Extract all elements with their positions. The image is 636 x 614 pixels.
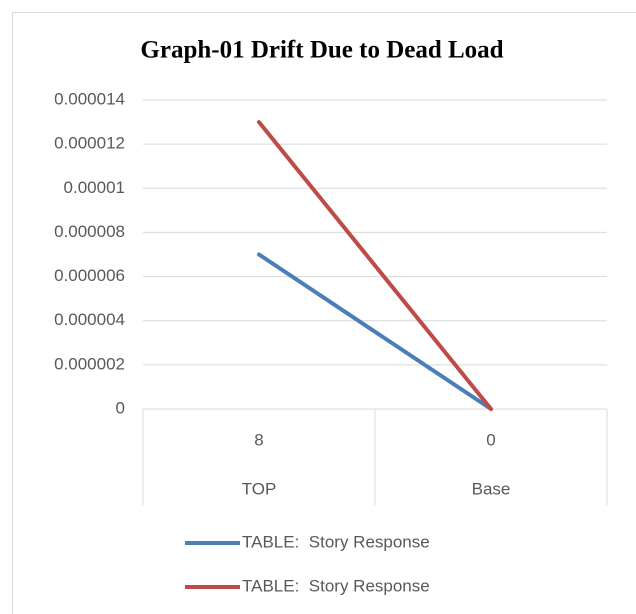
x-group-label: Base [472,479,511,498]
y-tick-label: 0.00001 [64,178,125,197]
y-tick-label: 0.000012 [54,134,125,153]
y-tick-label: 0.000014 [54,89,125,108]
series-line [257,252,493,411]
legend-label: TABLE: Story Response [242,576,430,595]
series-line [257,120,493,411]
chart-title: Graph-01 Drift Due to Dead Load [140,37,503,64]
x-tick-label: 0 [486,430,495,449]
y-tick-label: 0.000008 [54,222,125,241]
x-tick-label: 8 [254,430,263,449]
y-tick-label: 0 [116,398,125,417]
chart-border [12,12,636,614]
y-tick-label: 0.000002 [54,354,125,373]
x-group-label: TOP [242,479,277,498]
y-tick-label: 0.000006 [54,266,125,285]
y-tick-label: 0.000004 [54,310,125,329]
legend-label: TABLE: Story Response [242,532,430,551]
